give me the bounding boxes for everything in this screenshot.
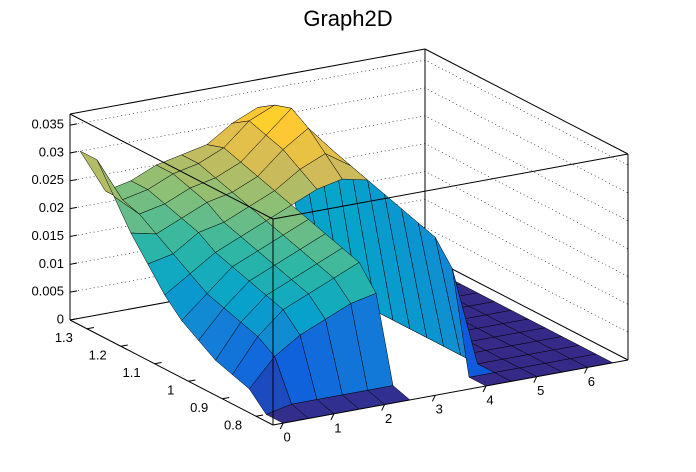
z-tick-label: 0.015 xyxy=(31,228,64,243)
grid-line xyxy=(69,59,629,166)
box-edge xyxy=(424,254,629,361)
z-tick xyxy=(69,318,78,321)
x-tick xyxy=(431,395,436,402)
box-edge xyxy=(272,153,629,220)
y-axis xyxy=(69,319,274,426)
z-tick-label: 0.025 xyxy=(31,172,64,187)
x-tick xyxy=(482,385,487,393)
x-axis xyxy=(272,359,629,426)
x-tick-label: 4 xyxy=(486,392,493,407)
x-tick-label: 6 xyxy=(588,374,595,389)
box-edge xyxy=(424,48,629,155)
z-tick xyxy=(69,179,78,182)
z-tick-label: 0.02 xyxy=(39,200,64,215)
y-tick xyxy=(255,414,264,417)
x-tick xyxy=(584,367,588,374)
y-tick xyxy=(120,344,128,347)
z-tick-label: 0.01 xyxy=(39,256,64,271)
z-tick-label: 0.035 xyxy=(31,117,64,132)
z-tick-label: 0.03 xyxy=(39,144,64,159)
z-tick-label: 0.005 xyxy=(31,284,64,299)
y-tick-label: 0.9 xyxy=(190,400,208,415)
z-tick xyxy=(69,123,78,126)
x-tick-label: 3 xyxy=(436,402,443,417)
x-tick xyxy=(381,404,386,411)
x-tick-label: 0 xyxy=(284,430,291,445)
y-tick xyxy=(188,379,196,382)
y-tick-label: 1 xyxy=(167,383,174,398)
z-tick-label: 0 xyxy=(57,311,64,326)
x-tick xyxy=(533,376,538,383)
z-tick xyxy=(69,290,78,293)
chart-title: Graph2D xyxy=(303,6,392,31)
y-tick-label: 1.1 xyxy=(123,365,141,380)
y-tick xyxy=(86,326,95,330)
x-tick xyxy=(330,413,335,421)
z-tick xyxy=(69,206,78,210)
box-edge xyxy=(69,113,274,220)
y-tick-label: 0.8 xyxy=(224,418,242,433)
box-edge xyxy=(69,48,426,115)
grid-line xyxy=(69,87,629,194)
y-tick-label: 1.2 xyxy=(89,348,107,363)
x-tick-label: 2 xyxy=(385,411,392,426)
x-tick-label: 1 xyxy=(334,420,341,435)
z-tick xyxy=(69,151,78,154)
z-tick xyxy=(69,262,78,265)
x-tick xyxy=(279,422,284,430)
y-tick xyxy=(154,361,162,365)
y-tick xyxy=(222,396,230,400)
x-tick-label: 5 xyxy=(537,383,544,398)
z-tick xyxy=(69,234,78,237)
y-tick-label: 1.3 xyxy=(55,330,73,345)
